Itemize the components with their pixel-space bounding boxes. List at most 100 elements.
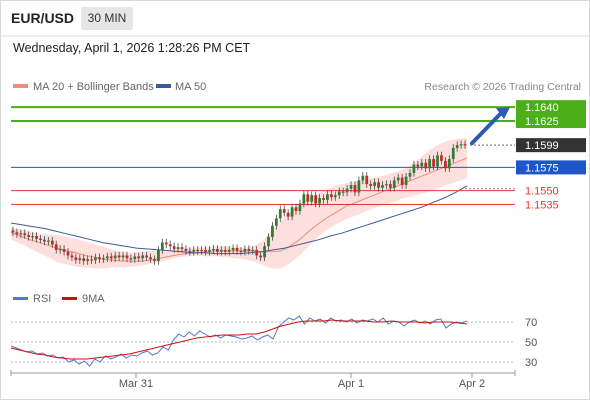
ma20-legend-swatch bbox=[13, 84, 28, 88]
projection-arrow-shaft bbox=[470, 110, 504, 146]
candle-body bbox=[231, 248, 235, 250]
candle-body bbox=[184, 249, 188, 251]
candle-body bbox=[94, 257, 97, 261]
candle-body bbox=[196, 249, 200, 252]
rsi-ma-line bbox=[10, 319, 468, 360]
candle-body bbox=[125, 255, 129, 259]
candle-body bbox=[377, 182, 380, 188]
chart-datetime: Wednesday, April 1, 2026 1:28:26 PM CET bbox=[13, 41, 251, 55]
candle-body bbox=[259, 255, 262, 258]
candle-body bbox=[15, 232, 19, 235]
rsi-tick-label: 50 bbox=[525, 337, 537, 349]
candle-body bbox=[168, 244, 172, 247]
candle-body bbox=[46, 240, 50, 242]
candle-body bbox=[255, 249, 259, 256]
x-tick-label: Mar 31 bbox=[119, 378, 153, 390]
candle-body bbox=[298, 203, 302, 211]
candle-body bbox=[322, 198, 325, 200]
candle-body bbox=[235, 248, 239, 251]
candle-body bbox=[66, 251, 70, 256]
timeframe-badge[interactable]: 30 MIN bbox=[81, 7, 133, 30]
candle-body bbox=[330, 194, 333, 198]
candle-body bbox=[349, 185, 353, 189]
candle-body bbox=[70, 255, 74, 258]
candle-body bbox=[440, 155, 443, 161]
candle-body bbox=[188, 250, 192, 253]
candle-body bbox=[416, 164, 420, 167]
candle-body bbox=[396, 177, 400, 181]
candle-body bbox=[345, 188, 349, 193]
candle-body bbox=[302, 194, 306, 204]
candle-body bbox=[121, 255, 125, 258]
level-tag-pivot bbox=[516, 160, 586, 175]
candle-body bbox=[278, 209, 282, 219]
candle-body bbox=[239, 250, 243, 253]
candle-body bbox=[141, 255, 145, 259]
candle-body bbox=[459, 144, 463, 146]
candle-body bbox=[353, 185, 357, 193]
rsi-legend-swatch bbox=[13, 297, 28, 300]
candle-body bbox=[227, 249, 231, 252]
candle-body bbox=[153, 259, 156, 262]
candle-body bbox=[54, 244, 58, 250]
candle-body bbox=[223, 249, 227, 252]
candle-body bbox=[50, 240, 54, 245]
candle-body bbox=[145, 255, 148, 258]
candle-body bbox=[39, 238, 42, 240]
candle-body bbox=[306, 194, 310, 202]
candle-body bbox=[31, 236, 34, 238]
candle-body bbox=[424, 162, 428, 169]
candle-body bbox=[247, 249, 251, 251]
candle-body bbox=[27, 235, 31, 237]
candle-body bbox=[294, 207, 298, 211]
candle-body bbox=[314, 195, 318, 204]
candle-body bbox=[109, 256, 113, 259]
ma20-legend-label: MA 20 + Bollinger Bands bbox=[33, 81, 154, 93]
candle-body bbox=[282, 209, 286, 213]
candle-body bbox=[365, 175, 369, 185]
candle-body bbox=[447, 159, 451, 169]
symbol-title: EUR/USD bbox=[11, 10, 75, 26]
x-tick-label: Apr 2 bbox=[459, 378, 485, 390]
candle-body bbox=[271, 225, 274, 237]
candle-body bbox=[381, 185, 384, 188]
ma50-line bbox=[10, 185, 468, 255]
candle-body bbox=[157, 249, 160, 262]
rsi-ma-legend-swatch bbox=[62, 297, 77, 300]
credit-text: Research © 2026 Trading Central bbox=[424, 81, 581, 93]
candle-body bbox=[117, 255, 121, 258]
candle-body bbox=[274, 218, 278, 226]
candle-body bbox=[436, 155, 439, 167]
candle-body bbox=[102, 258, 105, 260]
x-tick-label: Apr 1 bbox=[338, 378, 364, 390]
candle-body bbox=[333, 195, 337, 198]
candle-body bbox=[219, 249, 223, 252]
candle-body bbox=[361, 175, 365, 181]
level-label-resistance: 1.1625 bbox=[525, 116, 559, 128]
candle-body bbox=[463, 144, 467, 146]
candle-body bbox=[208, 249, 211, 252]
x-axis: Mar 31 Apr 1 Apr 2 bbox=[10, 370, 516, 390]
candle-body bbox=[129, 258, 133, 260]
candle-body bbox=[43, 239, 46, 242]
candle-body bbox=[212, 249, 215, 251]
candle-body bbox=[200, 249, 204, 252]
level-label-pivot: 1.1575 bbox=[525, 162, 559, 174]
candle-body bbox=[243, 249, 247, 252]
candle-body bbox=[341, 191, 345, 193]
level-label-current: 1.1599 bbox=[525, 140, 559, 152]
candle-body bbox=[432, 159, 435, 167]
candle-body bbox=[318, 198, 321, 204]
candle-body bbox=[19, 233, 23, 235]
level-tag-resistance bbox=[516, 100, 586, 115]
candle-body bbox=[451, 147, 455, 160]
level-tag-resistance bbox=[516, 114, 586, 129]
candle-body bbox=[400, 177, 404, 186]
candle-body bbox=[192, 249, 196, 252]
candle-body bbox=[216, 249, 219, 252]
candle-body bbox=[286, 212, 290, 217]
candle-body bbox=[137, 256, 141, 259]
ma50-legend-label: MA 50 bbox=[175, 81, 206, 93]
rsi-line bbox=[10, 315, 468, 367]
